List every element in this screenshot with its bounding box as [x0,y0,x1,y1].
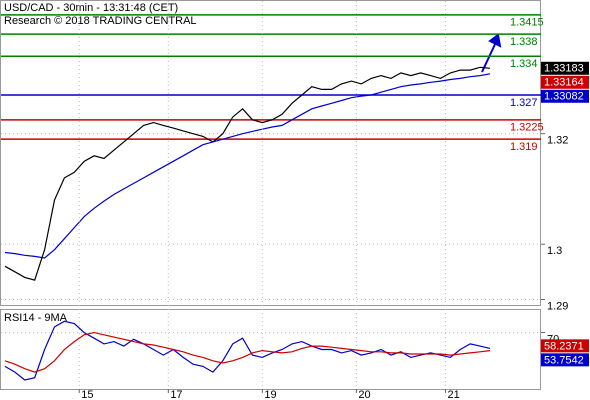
price-tag-label: 58.2371 [544,340,584,352]
rsi-title: RSI14 - 9MA [4,312,68,324]
x-tick-label: 20 [358,389,370,400]
rsi-frame [0,309,541,390]
series-line [4,331,491,373]
price-tag [541,61,589,75]
x-tick-label: 21 [447,389,459,400]
price-tag [541,339,589,353]
price-tag-label: 1.33183 [544,63,584,75]
x-tick-label: 19 [264,389,276,400]
chart-title: USD/CAD - 30min - 13:31:48 (CET) [4,2,178,14]
y-tick-label: 1.29 [547,300,568,312]
price-tag-label: 1.33164 [544,77,584,89]
level-label: 1.3415 [510,17,544,29]
x-tick-label: 15 [81,389,93,400]
y-tick-label: 1.32 [547,135,568,147]
forecast-arrow [481,33,502,73]
price-tag [541,75,589,89]
level-label: 1.334 [510,58,538,70]
level-label: 1.3225 [510,122,544,134]
level-label: 1.338 [510,36,538,48]
chart-subtitle: Research © 2018 TRADING CENTRAL [4,15,197,27]
level-label: 1.319 [510,141,538,153]
price-frame [0,0,541,306]
series-line [4,320,491,381]
y-tick-label: 1.3 [547,245,562,257]
level-label: 1.327 [510,97,538,109]
price-tag [541,89,589,103]
price-tag-label: 53.7542 [544,354,584,366]
x-tick-label: 17 [170,389,182,400]
series-line [4,73,491,259]
price-tag [541,353,589,367]
series-line [4,66,491,281]
price-tag-label: 1.33082 [544,91,584,103]
